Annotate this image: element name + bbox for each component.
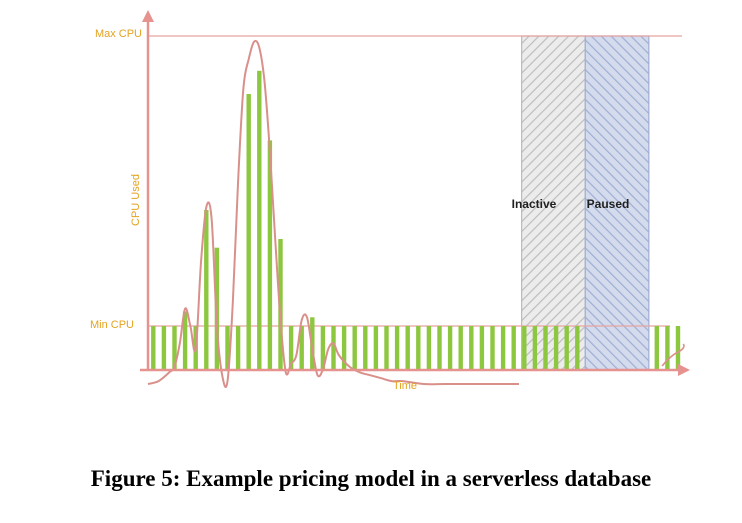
- bar: [288, 326, 294, 370]
- bar: [278, 239, 283, 370]
- bar: [426, 326, 432, 370]
- x-axis-label: Time: [393, 380, 417, 392]
- bar: [469, 326, 474, 370]
- chart: Max CPU Min CPU CPU Used Time Inactive P…: [90, 10, 690, 392]
- bar: [151, 326, 156, 370]
- bar: [225, 326, 230, 370]
- paused-label: Paused: [587, 197, 630, 211]
- bar: [320, 326, 326, 370]
- bar: [373, 326, 379, 370]
- bar: [553, 326, 559, 370]
- cpu-usage-curve-tail: [661, 343, 685, 367]
- bar: [405, 326, 410, 370]
- bar: [363, 326, 368, 370]
- bar: [479, 326, 485, 370]
- bar: [654, 326, 659, 370]
- bar: [416, 326, 421, 370]
- bar: [161, 326, 167, 370]
- y-axis-label: CPU Used: [130, 174, 142, 226]
- cpu-usage-curve: [147, 39, 519, 388]
- region-inactive: [521, 35, 586, 371]
- bar: [500, 326, 506, 370]
- bar: [447, 326, 453, 370]
- region-paused: [584, 35, 650, 371]
- bar: [341, 326, 347, 370]
- bar: [532, 326, 538, 370]
- bar: [267, 140, 273, 370]
- bar: [384, 326, 389, 370]
- bar: [394, 326, 400, 370]
- bar: [182, 311, 188, 370]
- bar: [522, 326, 527, 370]
- bar: [564, 326, 569, 370]
- bar: [458, 326, 463, 370]
- bar: [352, 326, 357, 370]
- bar: [543, 326, 548, 370]
- inactive-label: Inactive: [512, 197, 557, 211]
- bar: [490, 326, 495, 370]
- bar: [246, 94, 251, 370]
- bar: [665, 326, 670, 370]
- bar: [675, 326, 681, 370]
- min-cpu-label: Min CPU: [90, 319, 134, 331]
- bar: [511, 326, 516, 370]
- bar: [575, 326, 580, 370]
- figure-caption: Figure 5: Example pricing model in a ser…: [90, 466, 652, 491]
- y-axis-arrowhead: [142, 10, 154, 22]
- x-axis-arrowhead: [678, 364, 690, 376]
- max-cpu-label: Max CPU: [95, 28, 142, 40]
- bar: [235, 326, 241, 370]
- bar: [172, 326, 177, 370]
- bar: [331, 326, 336, 370]
- bar: [299, 326, 304, 370]
- bar: [204, 210, 209, 370]
- bar: [257, 70, 262, 371]
- bar: [437, 326, 442, 370]
